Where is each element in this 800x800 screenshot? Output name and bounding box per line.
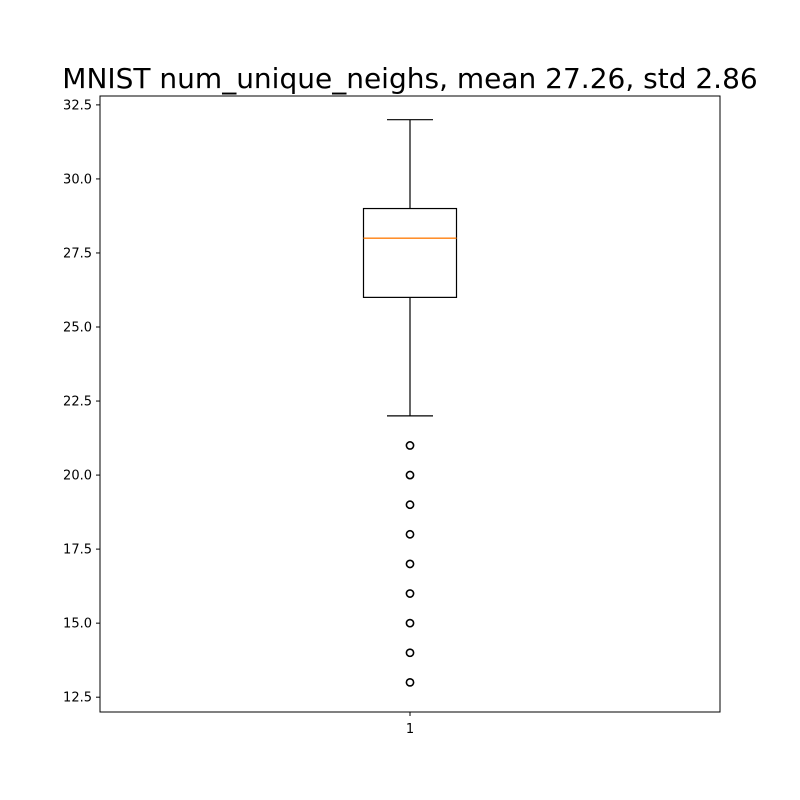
outlier-point [405,529,415,539]
outlier-point [405,618,415,628]
interquartile-box [362,207,458,298]
outlier-point [405,648,415,658]
outlier-group [405,441,415,687]
y-tick-label: 32.5 [63,98,92,113]
x-axis: 1 [406,712,414,737]
y-tick-label: 27.5 [63,246,92,261]
y-tick-label: 12.5 [63,691,92,706]
chart-title: MNIST num_unique_neighs, mean 27.26, std… [62,62,757,95]
outlier-point [405,677,415,687]
outlier-point [405,500,415,510]
y-tick-label: 20.0 [63,469,92,484]
y-tick-label: 15.0 [63,617,92,632]
box-group [362,119,458,417]
y-tick-label: 30.0 [63,172,92,187]
y-axis: 12.5 15.0 17.5 20.0 22.5 25.0 27.5 30.0 32.5 [63,98,100,706]
outlier-point [405,589,415,598]
x-tick-label: 1 [406,722,414,737]
y-tick-label: 25.0 [63,321,92,336]
outlier-point [405,441,415,450]
outlier-point [405,559,415,569]
y-tick-label: 17.5 [63,543,92,558]
outlier-point [405,470,415,480]
y-tick-label: 22.5 [63,395,92,410]
